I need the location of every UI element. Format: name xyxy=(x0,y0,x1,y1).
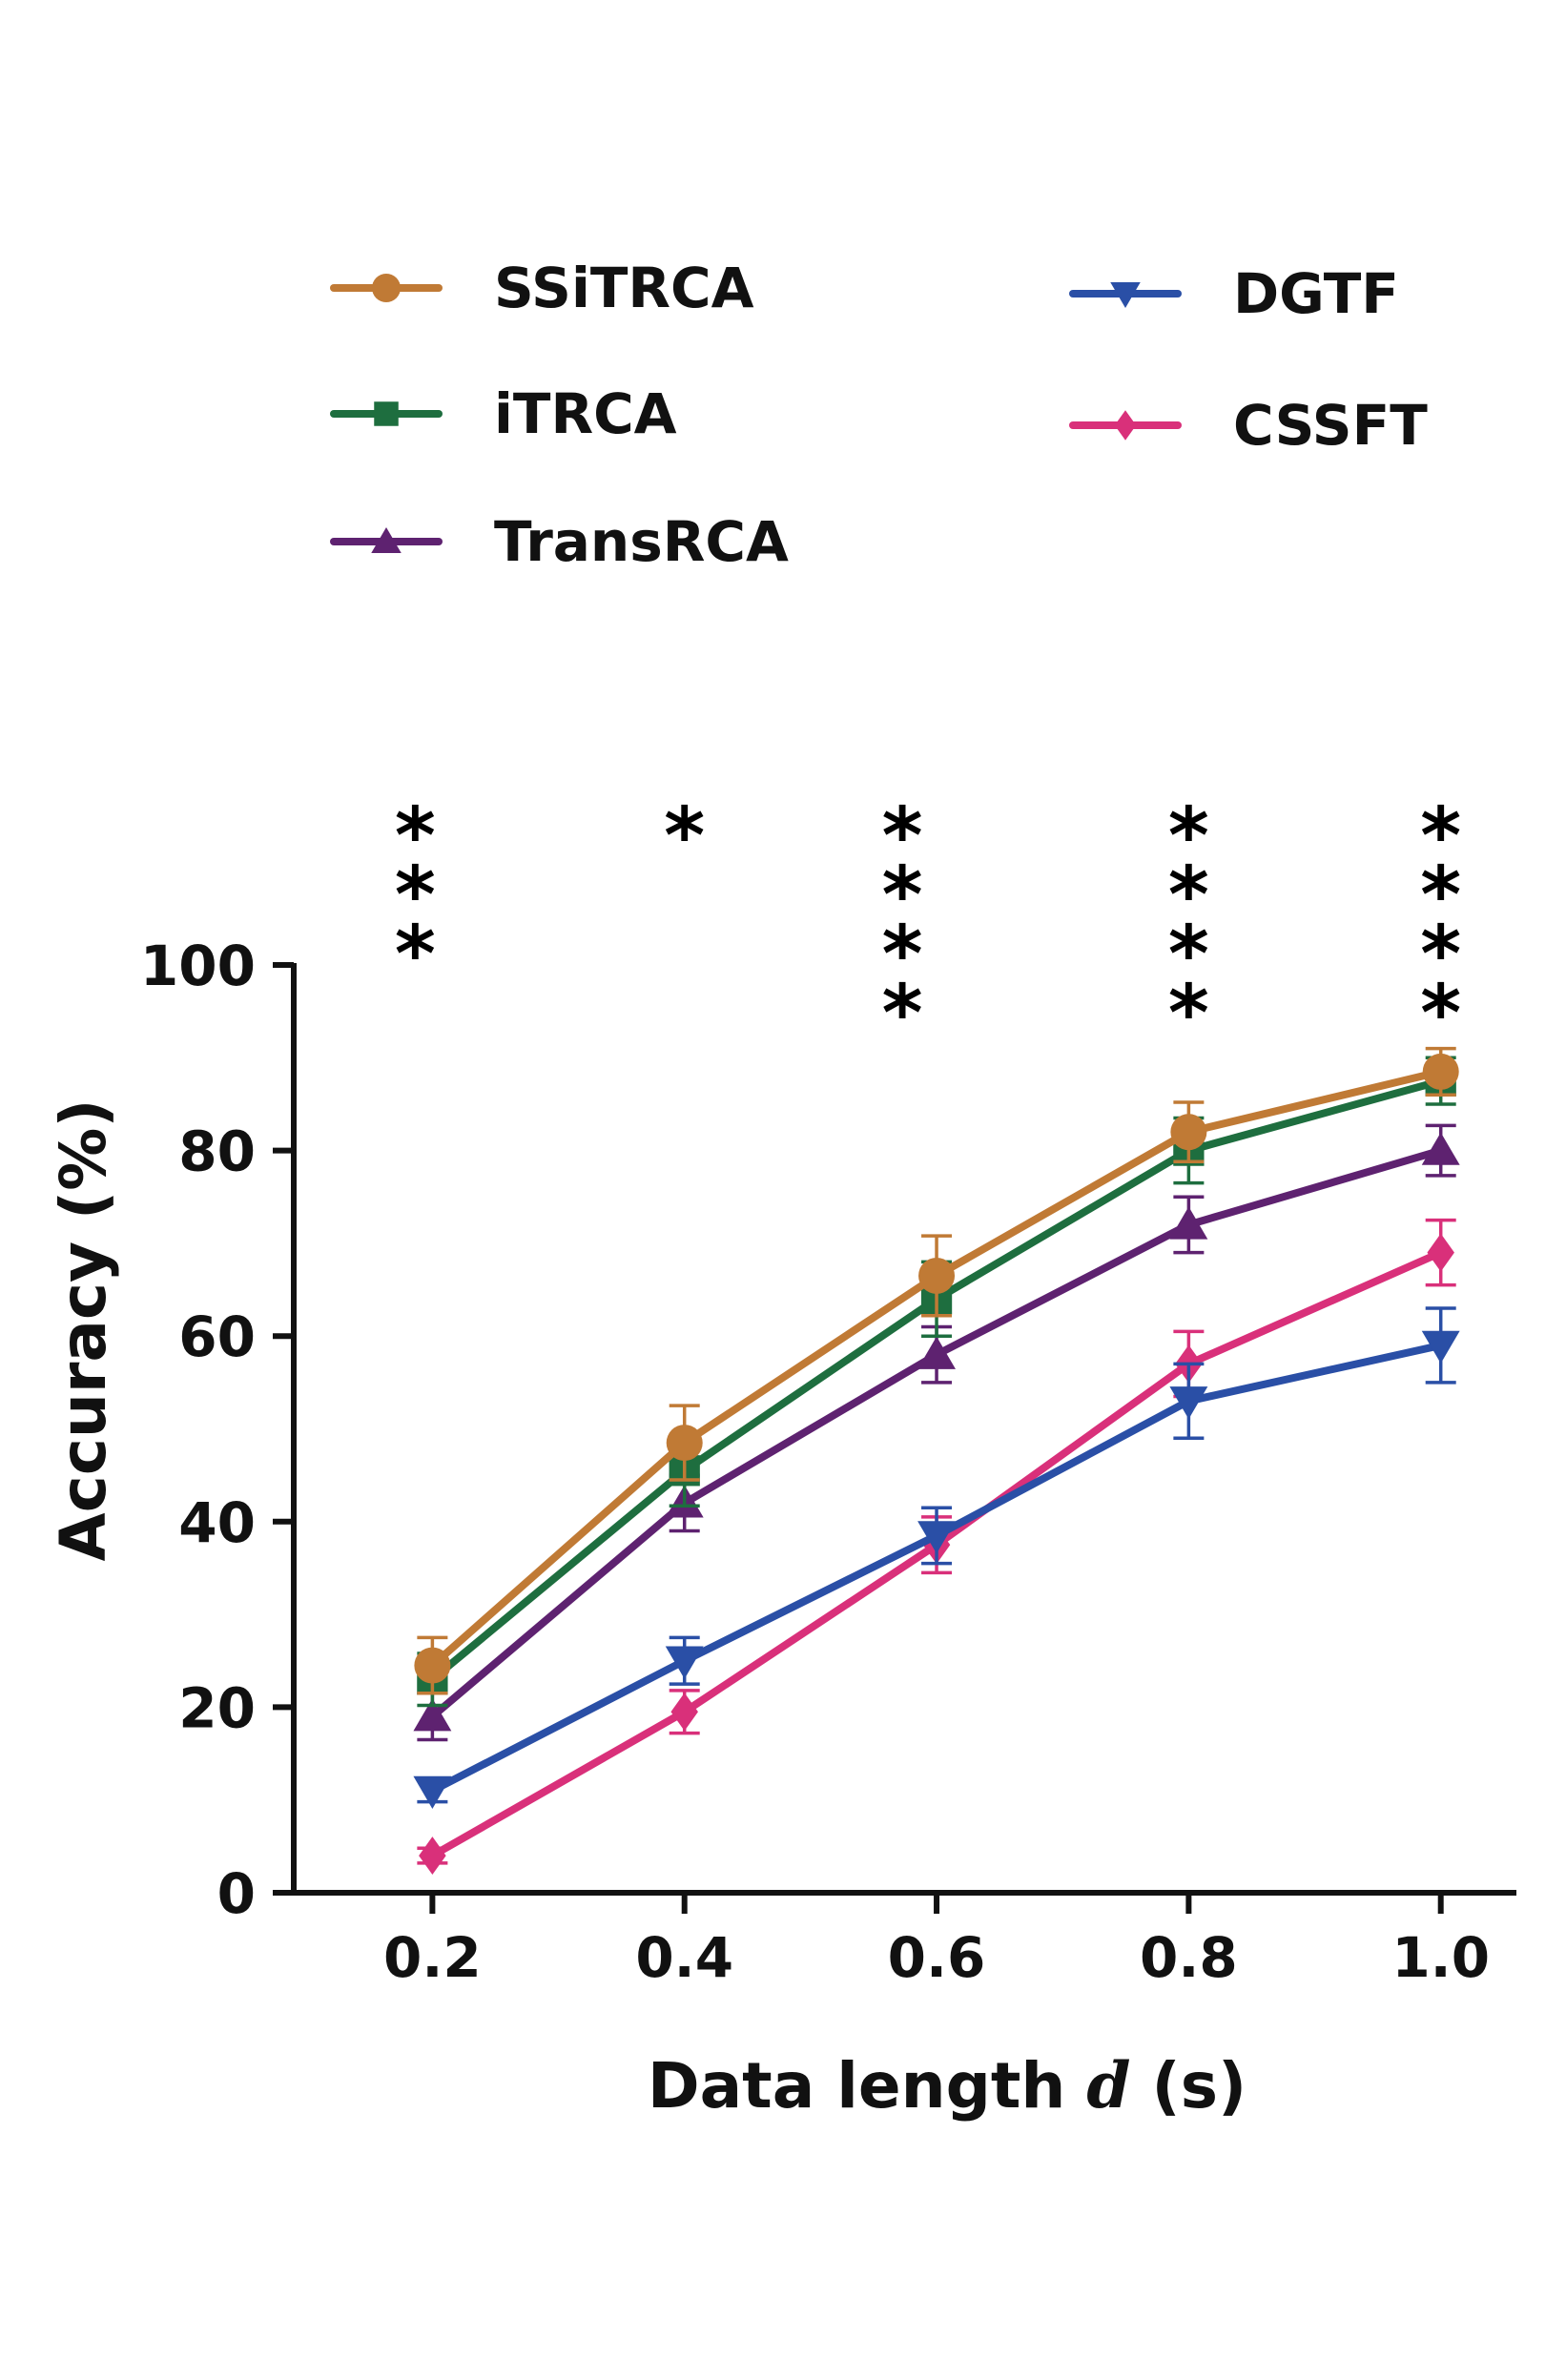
data-point xyxy=(917,1521,956,1554)
data-point xyxy=(1169,1386,1208,1420)
significance-star: * xyxy=(395,791,436,882)
x-axis-title-main: Data length xyxy=(648,2049,1066,2123)
significance-marker: **** xyxy=(882,791,923,1059)
data-point xyxy=(419,1836,446,1876)
data-point xyxy=(413,1775,452,1809)
y-tick-label: 40 xyxy=(178,1490,256,1555)
data-point xyxy=(1422,1053,1459,1090)
legend-marker xyxy=(374,401,399,426)
significance-star: * xyxy=(1420,969,1461,1059)
legend-label: TransRCA xyxy=(494,509,789,574)
significance-star: * xyxy=(882,910,923,1000)
x-tick-label: 0.4 xyxy=(635,1925,733,1990)
data-point xyxy=(666,1425,703,1462)
legend-label: iTRCA xyxy=(494,381,677,446)
x-axis-title-unit: (s) xyxy=(1152,2049,1247,2123)
series-dgtf xyxy=(413,1306,1460,1809)
data-point xyxy=(414,1647,451,1684)
significance-star: * xyxy=(882,791,923,882)
data-point xyxy=(1421,1132,1460,1165)
series-ssitrca xyxy=(414,1046,1459,1695)
significance-marker: **** xyxy=(1420,791,1461,1059)
significance-star: * xyxy=(395,910,436,1000)
significance-markers: **** ************ xyxy=(395,791,1461,1059)
legend-marker xyxy=(372,274,401,302)
x-axis-title-variable: d xyxy=(1086,2048,1130,2123)
data-point xyxy=(1169,1206,1208,1240)
legend-item-itrca: iTRCA xyxy=(330,381,677,446)
legend-marker xyxy=(1114,410,1137,441)
series-transrca xyxy=(413,1123,1460,1742)
legend-item-dgtf: DGTF xyxy=(1069,261,1399,326)
x-tick-label: 1.0 xyxy=(1391,1925,1490,1990)
significance-marker: * xyxy=(664,791,705,882)
plot-area xyxy=(413,1046,1460,1876)
x-axis-ticks: 0.2 0.4 0.6 0.8 1.0 xyxy=(383,1893,1490,1990)
significance-star: * xyxy=(395,851,436,941)
legend-marker xyxy=(1110,282,1141,308)
y-tick-label: 100 xyxy=(140,934,256,998)
data-point xyxy=(918,1257,956,1294)
data-point xyxy=(1427,1233,1454,1272)
legend-item-transrca: TransRCA xyxy=(330,509,789,574)
y-tick-label: 20 xyxy=(178,1675,256,1740)
significance-star: * xyxy=(664,791,705,882)
legend-label: SSiTRCA xyxy=(494,256,754,320)
x-tick-label: 0.6 xyxy=(888,1925,986,1990)
significance-star: * xyxy=(1168,851,1209,941)
legend-marker xyxy=(371,527,402,553)
significance-star: * xyxy=(1420,910,1461,1000)
significance-star: * xyxy=(1168,910,1209,1000)
legend-item-cssft: CSSFT xyxy=(1069,393,1428,458)
legend: SSiTRCA iTRCA TransRCA DGTF CSSFT xyxy=(330,256,1428,574)
data-point xyxy=(665,1646,704,1679)
x-tick-label: 0.8 xyxy=(1140,1925,1238,1990)
y-tick-label: 80 xyxy=(178,1119,256,1184)
data-point xyxy=(1421,1330,1460,1364)
y-tick-label: 60 xyxy=(178,1304,256,1369)
data-point xyxy=(413,1698,452,1732)
significance-star: * xyxy=(1420,851,1461,941)
significance-star: * xyxy=(1168,791,1209,882)
significance-star: * xyxy=(1168,969,1209,1059)
legend-label: CSSFT xyxy=(1233,393,1428,458)
legend-item-ssitrca: SSiTRCA xyxy=(330,256,754,320)
data-point xyxy=(670,1693,698,1732)
y-tick-label: 0 xyxy=(217,1861,256,1926)
axes: 0 20 40 60 80 100 0.2 0.4 0.6 0.8 1.0 xyxy=(140,934,1516,1990)
x-axis-title: Data length d (s) xyxy=(648,2048,1247,2123)
y-axis-ticks: 0 20 40 60 80 100 xyxy=(140,934,294,1926)
y-axis-title: Accuracy (%) xyxy=(47,1099,120,1562)
data-point xyxy=(917,1336,956,1369)
significance-star: * xyxy=(1420,791,1461,882)
data-point xyxy=(1170,1114,1207,1151)
significance-star: * xyxy=(882,969,923,1059)
significance-star: * xyxy=(882,851,923,941)
significance-marker: **** xyxy=(1168,791,1209,1059)
significance-marker: *** xyxy=(395,791,436,1000)
legend-label: DGTF xyxy=(1233,261,1399,326)
x-tick-label: 0.2 xyxy=(383,1925,482,1990)
